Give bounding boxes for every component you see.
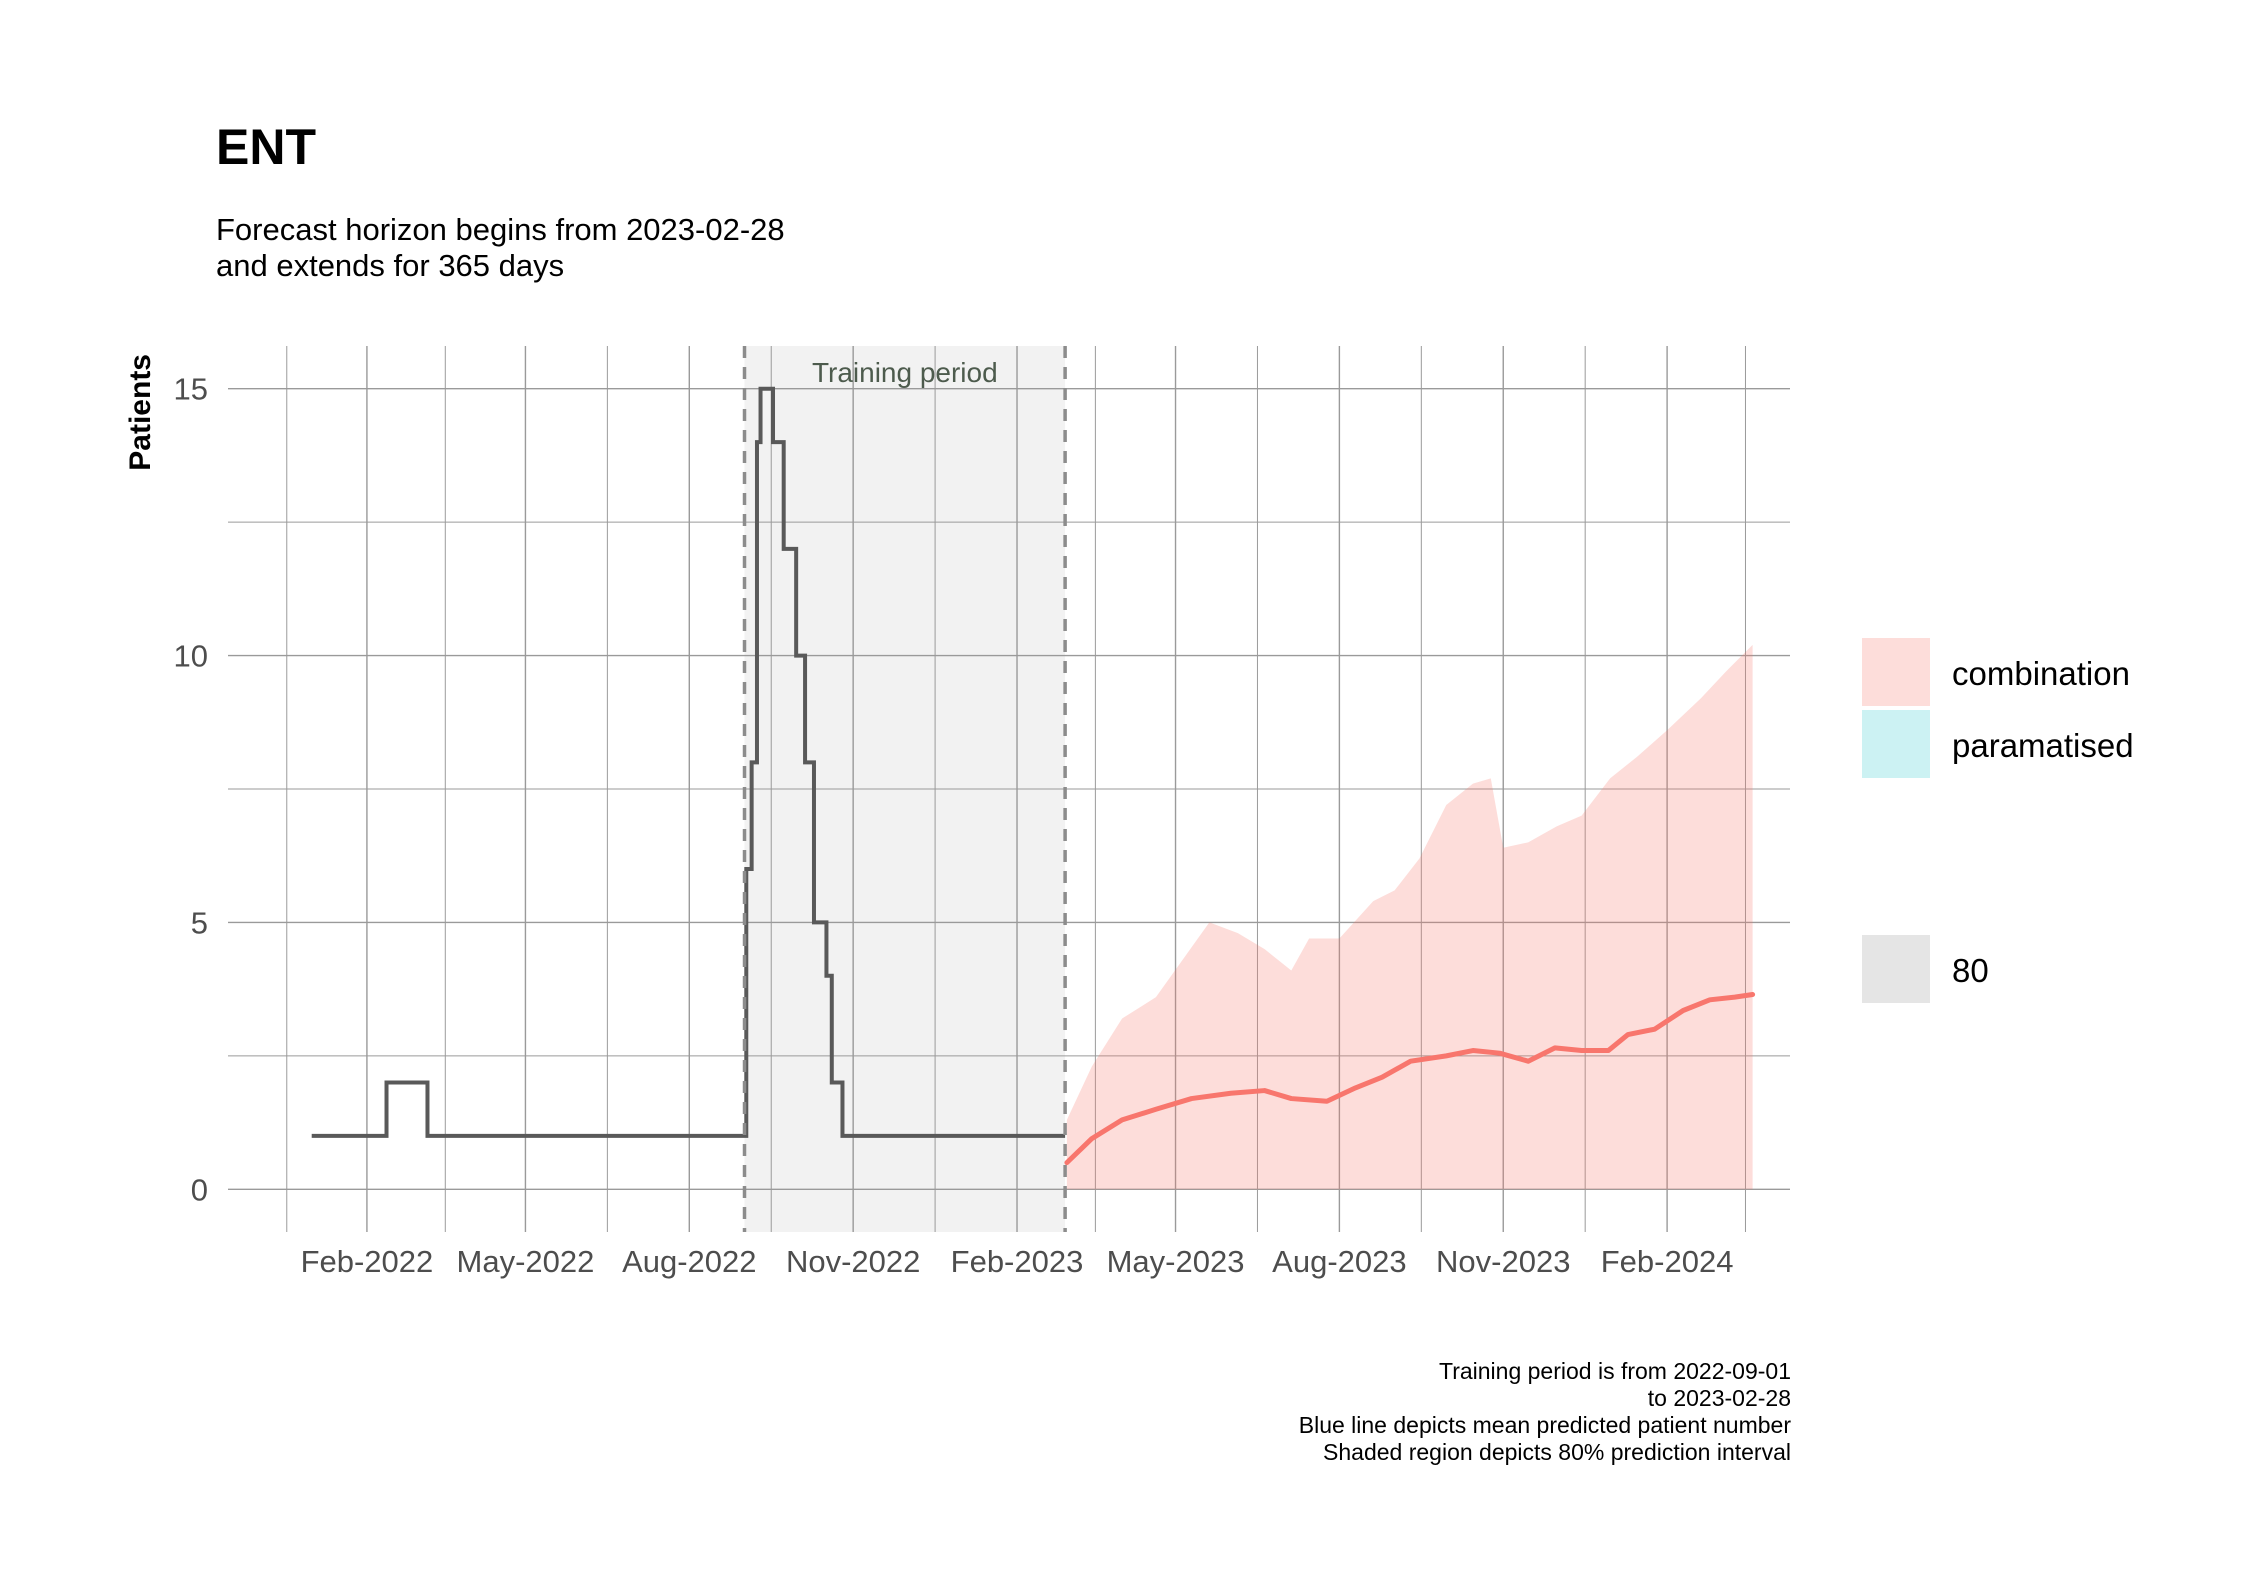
y-axis-label: Patients bbox=[124, 354, 157, 471]
x-tick-label: May-2023 bbox=[1107, 1244, 1245, 1279]
caption-line-4: Shaded region depicts 80% prediction int… bbox=[1323, 1439, 1791, 1465]
y-tick-label: 0 bbox=[191, 1172, 208, 1207]
training-period-annotation: Training period bbox=[812, 357, 998, 388]
y-tick-label: 5 bbox=[191, 905, 208, 940]
x-tick-label: Aug-2022 bbox=[622, 1244, 756, 1279]
caption-line-2: to 2023-02-28 bbox=[1647, 1385, 1791, 1411]
chart-title: ENT bbox=[216, 119, 316, 175]
legend-label-combination: combination bbox=[1952, 655, 2130, 692]
legend-label-interval-80: 80 bbox=[1952, 952, 1989, 989]
x-tick-label: Aug-2023 bbox=[1272, 1244, 1406, 1279]
x-tick-label: Feb-2024 bbox=[1601, 1244, 1734, 1279]
legend-key-combination bbox=[1862, 638, 1930, 706]
prediction-interval-band bbox=[1066, 644, 1753, 1190]
legend-label-paramatised: paramatised bbox=[1952, 727, 2134, 764]
x-tick-label: Feb-2023 bbox=[951, 1244, 1084, 1279]
caption-line-3: Blue line depicts mean predicted patient… bbox=[1298, 1412, 1791, 1438]
actual-patients-line bbox=[311, 386, 1066, 1138]
legend-key-interval-80 bbox=[1862, 935, 1930, 1003]
y-tick-label: 15 bbox=[174, 372, 208, 407]
legend-key-paramatised bbox=[1862, 710, 1930, 778]
caption-line-1: Training period is from 2022-09-01 bbox=[1439, 1358, 1791, 1384]
chart-subtitle-line-2: and extends for 365 days bbox=[216, 248, 565, 283]
chart-subtitle-line-1: Forecast horizon begins from 2023-02-28 bbox=[216, 212, 785, 247]
y-tick-label: 10 bbox=[174, 639, 208, 674]
forecast-mean-line bbox=[1064, 991, 1756, 1166]
x-tick-label: May-2022 bbox=[457, 1244, 595, 1279]
x-tick-label: Feb-2022 bbox=[301, 1244, 434, 1279]
x-tick-label: Nov-2023 bbox=[1436, 1244, 1570, 1279]
x-tick-label: Nov-2022 bbox=[786, 1244, 920, 1279]
